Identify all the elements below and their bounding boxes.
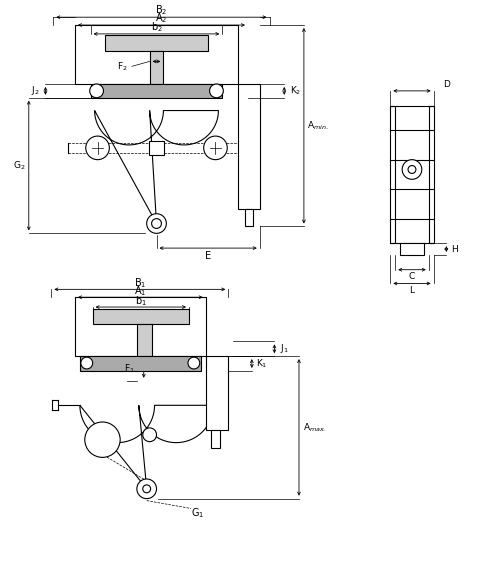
Text: b$_2$: b$_2$ [151, 20, 163, 34]
Bar [149, 141, 165, 155]
Text: A$_{min.}$: A$_{min.}$ [307, 120, 328, 132]
Bar [75, 297, 206, 356]
Text: A$_2$: A$_2$ [155, 11, 167, 25]
Bar [150, 51, 164, 84]
Bar [137, 324, 151, 356]
Circle shape [137, 479, 156, 498]
Circle shape [147, 214, 166, 234]
Circle shape [151, 218, 162, 228]
Bar [400, 243, 424, 255]
Bar [238, 84, 260, 209]
Circle shape [188, 357, 200, 369]
Circle shape [402, 160, 422, 180]
Polygon shape [94, 110, 218, 224]
Text: J$_2$: J$_2$ [31, 84, 40, 98]
Circle shape [143, 485, 151, 493]
Bar [391, 106, 395, 243]
Circle shape [143, 428, 156, 442]
Text: B$_1$: B$_1$ [134, 277, 146, 290]
Text: L: L [409, 286, 414, 295]
Text: K$_1$: K$_1$ [256, 357, 267, 370]
Bar [245, 209, 253, 227]
Bar [211, 430, 220, 447]
Text: H: H [451, 245, 457, 253]
Text: B$_2$: B$_2$ [155, 3, 167, 17]
Circle shape [210, 84, 223, 98]
Circle shape [81, 357, 92, 369]
Text: A$_1$: A$_1$ [134, 285, 147, 298]
Circle shape [90, 84, 104, 98]
Text: J$_1$: J$_1$ [280, 342, 288, 356]
Bar [206, 356, 228, 430]
Text: E: E [205, 251, 211, 261]
Bar [80, 356, 201, 371]
Text: K$_2$: K$_2$ [290, 85, 302, 97]
Text: D: D [443, 81, 450, 89]
Text: G$_2$: G$_2$ [13, 159, 25, 172]
Circle shape [408, 166, 416, 173]
Bar [75, 25, 238, 84]
Text: F$_2$: F$_2$ [117, 60, 127, 73]
Text: G$_1$: G$_1$ [191, 507, 204, 520]
Text: C: C [409, 272, 415, 281]
Bar [92, 309, 189, 324]
Circle shape [204, 136, 227, 160]
Circle shape [86, 136, 109, 160]
Polygon shape [80, 406, 213, 489]
Text: F$_1$: F$_1$ [123, 362, 135, 375]
Text: b$_1$: b$_1$ [135, 294, 147, 308]
Bar [429, 106, 434, 243]
Bar [91, 84, 222, 98]
Bar [106, 35, 208, 51]
Circle shape [85, 422, 120, 457]
Text: A$_{max.}$: A$_{max.}$ [303, 421, 326, 433]
